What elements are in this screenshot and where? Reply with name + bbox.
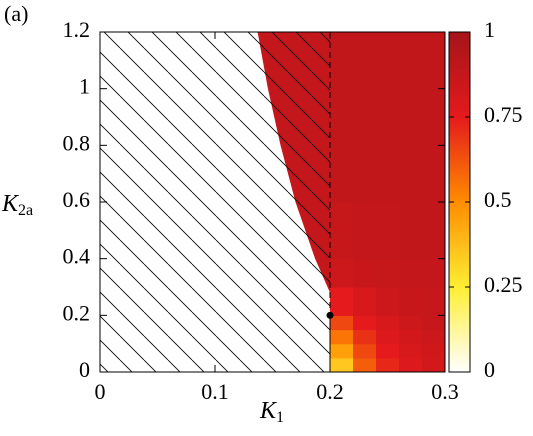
heat-cell	[353, 88, 377, 146]
y-axis-label: K2a	[1, 191, 33, 219]
colorbar-tick-label: 0	[484, 357, 495, 382]
heat-cell	[399, 287, 423, 316]
heat-cell	[399, 88, 423, 146]
heat-cell	[422, 32, 445, 90]
colorbar-tick-label: 1	[484, 17, 495, 42]
heat-cell	[330, 329, 354, 345]
heat-cell	[422, 343, 445, 359]
heat-cell	[422, 202, 445, 260]
heat-cell	[330, 145, 354, 203]
heat-cell	[330, 287, 354, 316]
heat-cell	[422, 357, 445, 372]
heat-cell	[422, 88, 445, 146]
heat-cell	[353, 343, 377, 359]
panel-label: (a)	[4, 1, 28, 26]
heat-cell	[376, 329, 400, 345]
y-tick-label: 0	[79, 357, 90, 382]
heat-cell	[353, 329, 377, 345]
heat-cell	[353, 357, 377, 372]
x-label-main: K	[259, 398, 278, 424]
heat-cell	[330, 88, 354, 146]
y-tick-label: 0.8	[63, 130, 91, 155]
heat-cell	[376, 287, 400, 316]
y-tick-label: 1.2	[63, 17, 91, 42]
y-tick-label: 1	[79, 74, 90, 99]
x-tick-label: 0.3	[431, 379, 459, 404]
heat-cell	[422, 258, 445, 288]
x-label-sub: 1	[276, 409, 284, 426]
heat-cell	[376, 32, 400, 90]
heat-cell	[376, 202, 400, 260]
heat-cell	[376, 258, 400, 288]
y-tick-label: 0.2	[63, 300, 91, 325]
heat-cell	[399, 329, 423, 345]
heat-cell	[353, 287, 377, 316]
heat-cell	[330, 32, 354, 90]
heat-cell	[353, 202, 377, 260]
heat-cell	[376, 88, 400, 146]
colorbar-tick-label: 0.75	[484, 102, 523, 127]
heat-cell	[399, 315, 423, 331]
x-axis-label: K1	[259, 398, 284, 426]
heat-cell	[376, 145, 400, 203]
heat-cell	[399, 343, 423, 359]
y-label-sub: 2a	[18, 202, 33, 219]
x-tick-label: 0.1	[201, 379, 229, 404]
y-label-main: K	[1, 191, 20, 217]
hatch-region	[100, 32, 330, 372]
heat-cell	[376, 315, 400, 331]
heat-cell	[399, 357, 423, 372]
heat-cell	[399, 32, 423, 90]
x-tick-label: 0.2	[316, 379, 344, 404]
colorbar-tick-label: 0.25	[484, 272, 523, 297]
x-tick-label: 0	[95, 379, 106, 404]
y-tick-label: 0.4	[63, 244, 91, 269]
heat-cell	[353, 145, 377, 203]
heat-cell	[353, 32, 377, 90]
heat-cell	[330, 258, 354, 288]
heat-cell	[422, 329, 445, 345]
heat-cell	[330, 315, 354, 331]
heat-cell	[399, 145, 423, 203]
heat-cell	[376, 343, 400, 359]
heat-cell	[422, 145, 445, 203]
critical-point	[326, 311, 334, 319]
heat-cell	[399, 202, 423, 260]
heat-cell	[422, 315, 445, 331]
heat-cell	[330, 202, 354, 260]
heat-cell	[422, 287, 445, 316]
y-tick-label: 0.6	[63, 187, 91, 212]
heat-cell	[330, 357, 354, 372]
colorbar-tick-label: 0.5	[484, 187, 512, 212]
heat-cell	[399, 258, 423, 288]
heat-cell	[376, 357, 400, 372]
heat-cell	[353, 315, 377, 331]
heat-cell	[330, 343, 354, 359]
heat-cell	[353, 258, 377, 288]
